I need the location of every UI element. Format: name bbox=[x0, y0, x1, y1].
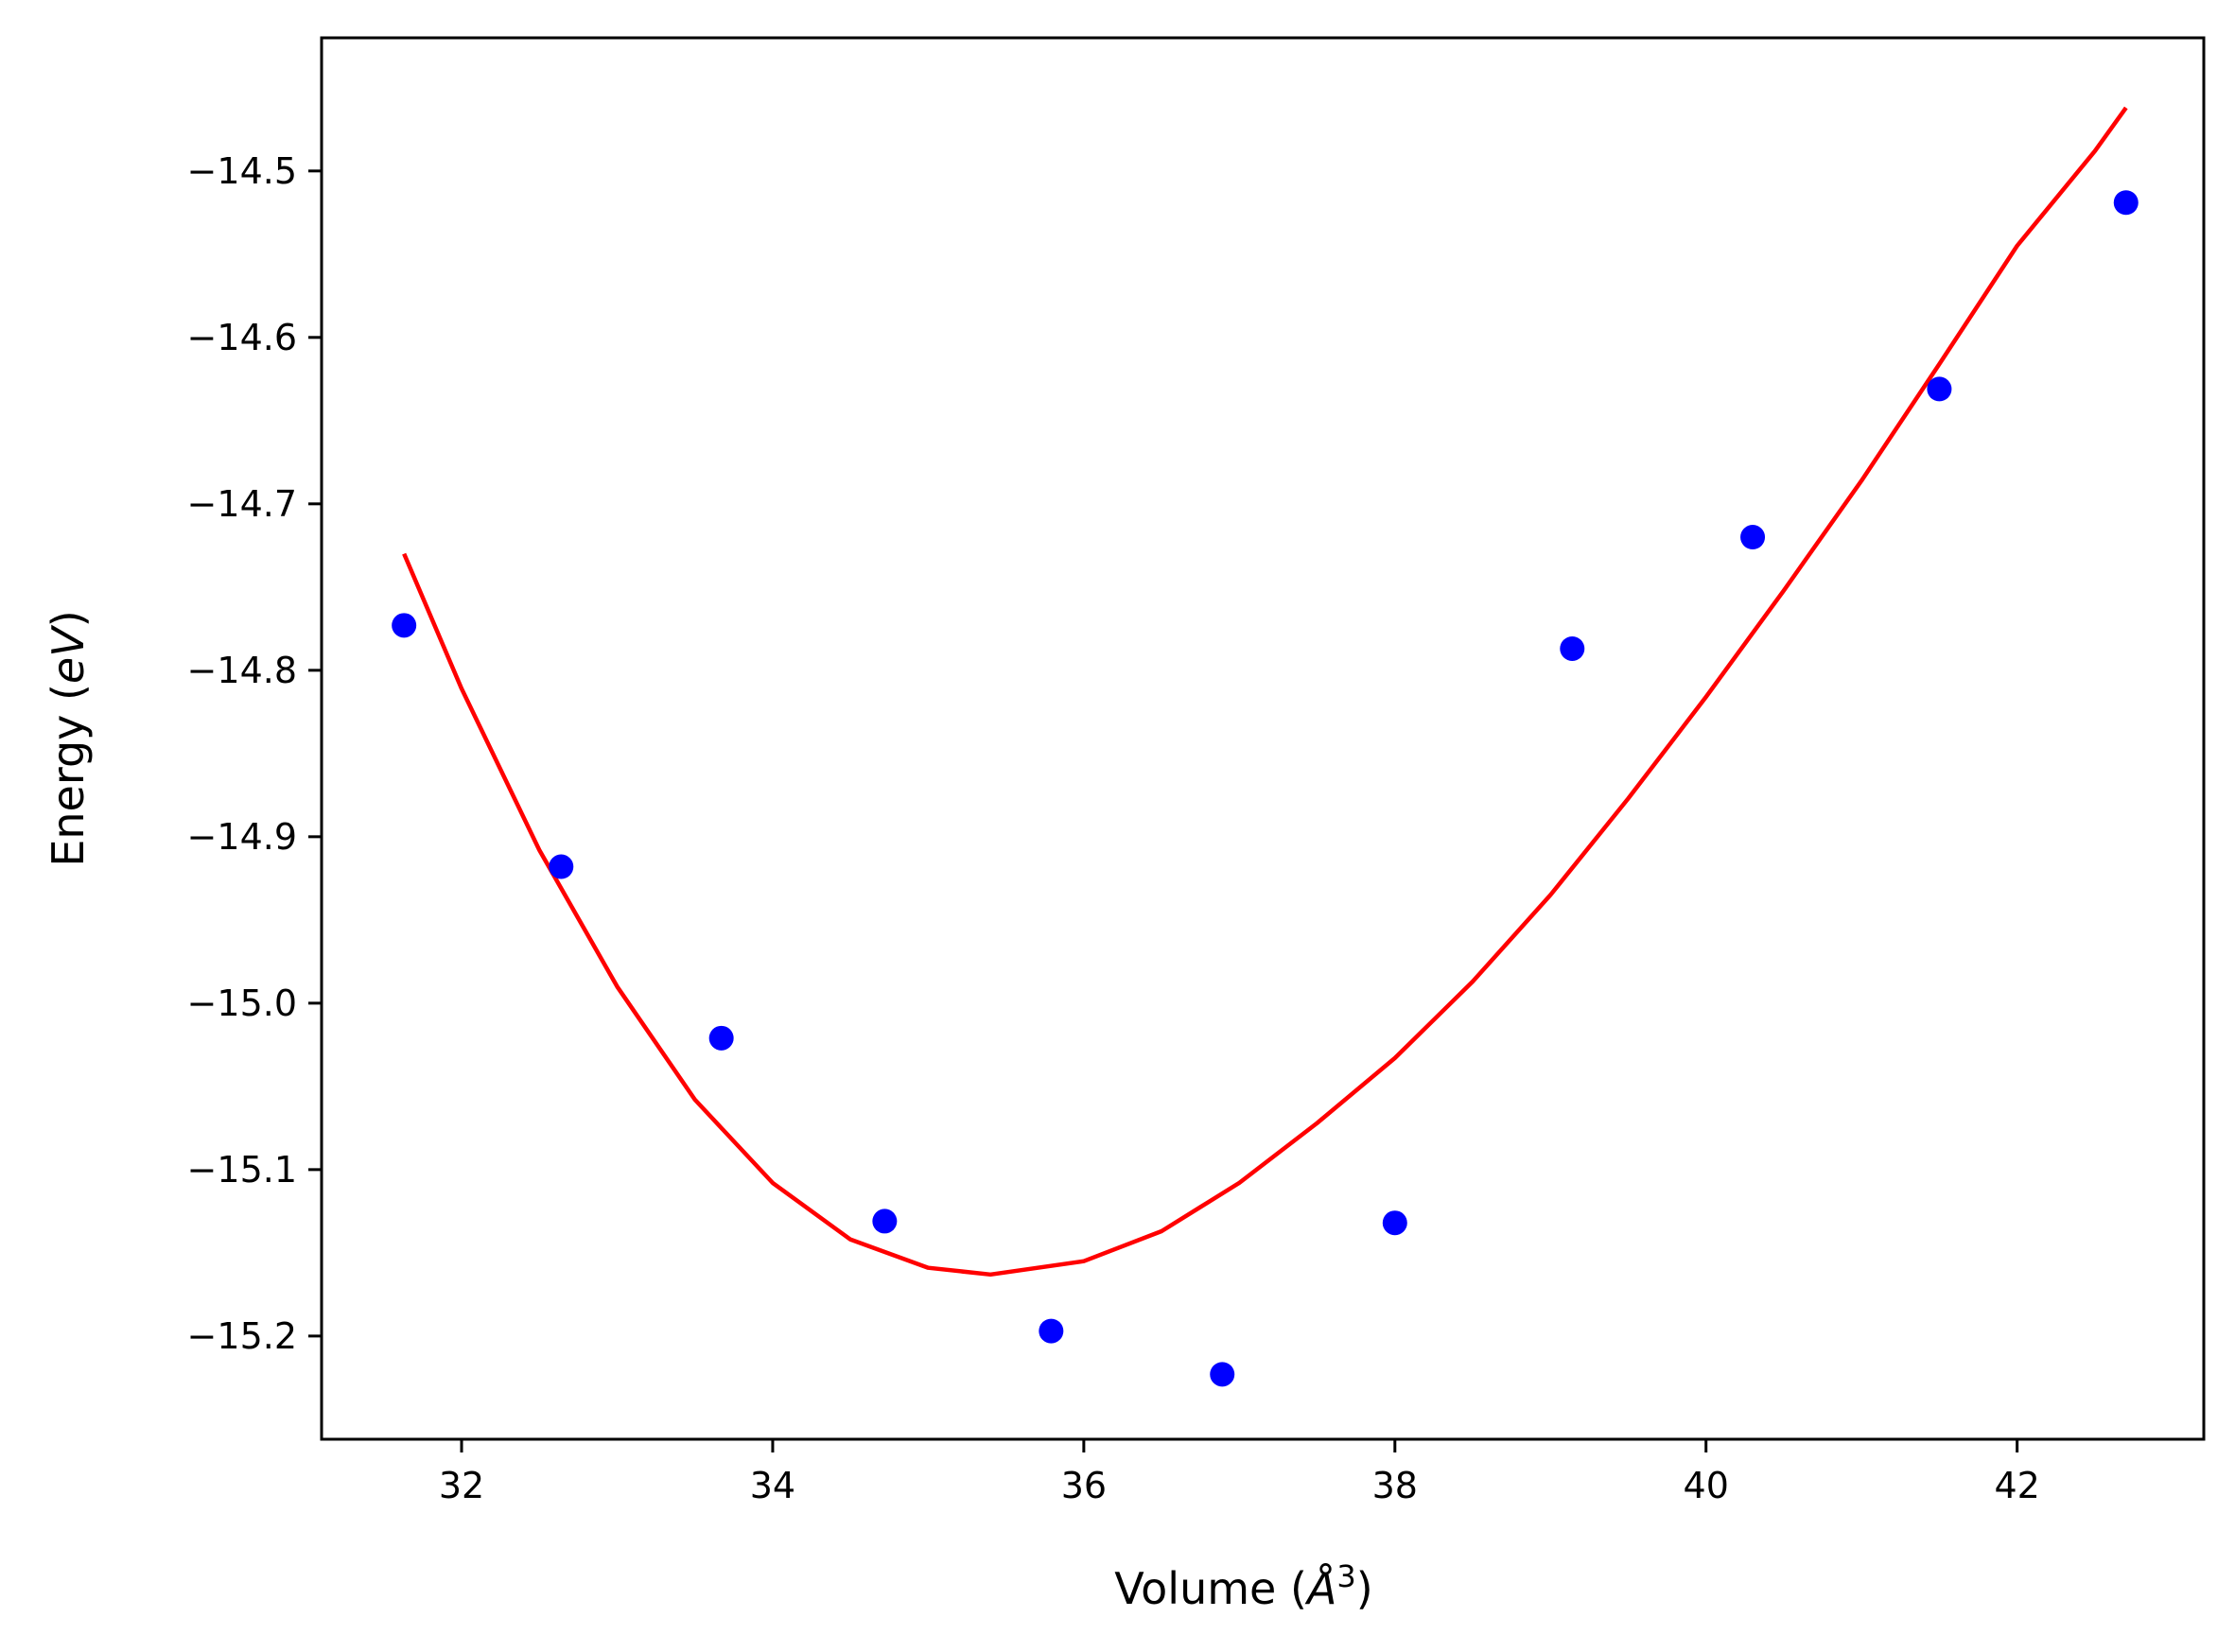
y-axis-label-unit: eV bbox=[43, 624, 94, 684]
fit-curve bbox=[402, 106, 2128, 1278]
y-tick-label: −14.6 bbox=[187, 317, 297, 358]
data-point bbox=[872, 1209, 898, 1234]
y-axis-label: Energy (eV) bbox=[43, 610, 94, 866]
data-point bbox=[2113, 190, 2139, 216]
fit-curve-layer bbox=[402, 106, 2128, 1278]
x-axis-label-text: Volume bbox=[1114, 1563, 1276, 1614]
y-axis-ticks: −14.5 −14.6 −14.7 −14.8 −14.9 −15.0 −15.1 −15.2 bbox=[187, 150, 322, 1357]
y-tick-label: −15.1 bbox=[187, 1149, 297, 1191]
x-axis-ticks: 32 34 36 38 40 42 bbox=[439, 1439, 2040, 1506]
data-point bbox=[708, 1025, 734, 1051]
x-tick-label: 40 bbox=[1684, 1465, 1729, 1506]
x-axis-label: Volume (Å3) bbox=[1114, 1558, 1372, 1614]
x-tick-label: 34 bbox=[750, 1465, 795, 1506]
x-tick-label: 32 bbox=[439, 1465, 484, 1506]
y-tick-label: −14.5 bbox=[187, 150, 297, 192]
y-tick-label: −14.9 bbox=[187, 816, 297, 858]
data-points-layer bbox=[392, 190, 2139, 1387]
y-axis-label-text: Energy bbox=[43, 715, 94, 867]
plot-area bbox=[320, 36, 2206, 1441]
data-point bbox=[1560, 635, 1585, 661]
x-tick-label: 38 bbox=[1372, 1465, 1418, 1506]
y-tick-label: −14.8 bbox=[187, 650, 297, 691]
y-tick-label: −14.7 bbox=[187, 483, 297, 525]
data-point bbox=[1927, 376, 1952, 402]
y-tick-label: −15.0 bbox=[187, 983, 297, 1024]
x-tick-label: 36 bbox=[1061, 1465, 1107, 1506]
data-point bbox=[1382, 1210, 1407, 1236]
data-point bbox=[1740, 525, 1766, 550]
data-point bbox=[549, 854, 574, 879]
data-point bbox=[1039, 1318, 1064, 1344]
x-axis-label-unit-exp: 3 bbox=[1336, 1558, 1355, 1594]
data-point bbox=[1210, 1362, 1235, 1387]
data-point bbox=[392, 613, 417, 638]
y-tick-label: −15.2 bbox=[187, 1315, 297, 1357]
x-axis-label-unit: Å bbox=[1304, 1563, 1336, 1614]
x-tick-label: 42 bbox=[1994, 1465, 2039, 1506]
